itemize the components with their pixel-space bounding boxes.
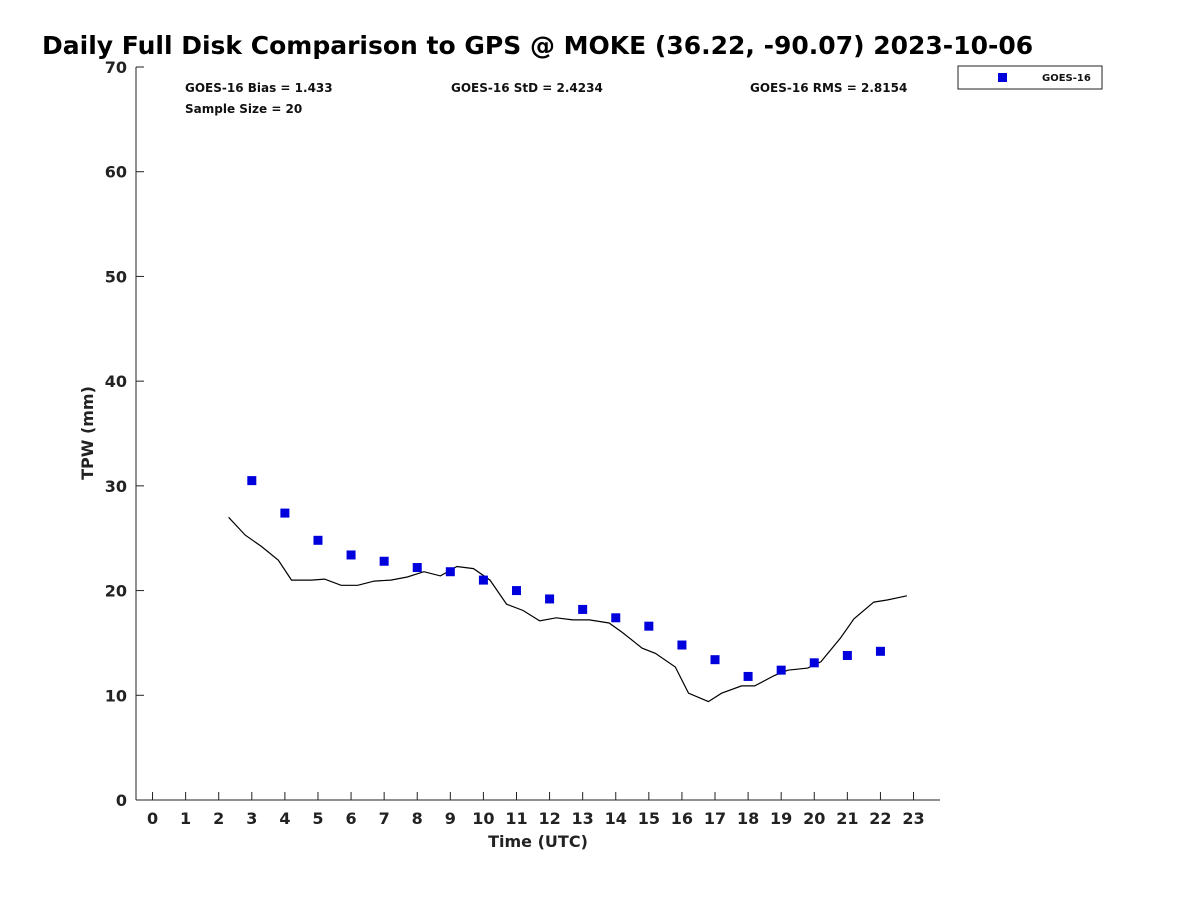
x-tick-label: 12 <box>538 809 560 828</box>
x-tick-label: 6 <box>345 809 356 828</box>
y-tick-label: 10 <box>105 686 127 705</box>
goes16-point <box>809 658 819 668</box>
x-tick-label: 13 <box>572 809 594 828</box>
y-tick-label: 70 <box>105 58 127 77</box>
goes16-point <box>578 604 588 614</box>
legend-box <box>957 65 1103 90</box>
goes16-point <box>677 640 687 650</box>
x-tick-label: 10 <box>472 809 494 828</box>
goes16-point <box>313 535 323 545</box>
y-tick-label: 60 <box>105 163 127 182</box>
goes16-point <box>875 646 885 656</box>
gps-tpw-line <box>228 516 908 703</box>
x-tick-label: 15 <box>638 809 660 828</box>
x-axis-label: Time (UTC) <box>488 832 588 851</box>
chart-title: Daily Full Disk Comparison to GPS @ MOKE… <box>42 31 1033 60</box>
goes16-point <box>611 613 621 623</box>
rms-stat: GOES-16 RMS = 2.8154 <box>750 81 907 95</box>
goes16-point <box>445 567 455 577</box>
legend-label-goes16: GOES-16 <box>1042 73 1091 84</box>
goes16-point <box>478 575 488 585</box>
x-tick-label: 5 <box>312 809 323 828</box>
x-tick-label: 3 <box>246 809 257 828</box>
x-tick-label: 20 <box>803 809 825 828</box>
x-tick-label: 1 <box>180 809 191 828</box>
x-tick-label: 16 <box>671 809 693 828</box>
goes16-point <box>842 650 852 660</box>
series-layer <box>228 476 908 703</box>
goes16-point <box>412 563 422 573</box>
x-tick-label: 7 <box>379 809 390 828</box>
goes16-point <box>346 550 356 560</box>
goes16-point <box>776 665 786 675</box>
goes16-point <box>644 621 654 631</box>
x-tick-label: 0 <box>147 809 158 828</box>
sample-size-stat: Sample Size = 20 <box>185 102 302 116</box>
legend-marker <box>998 73 1007 82</box>
goes16-point <box>247 476 257 486</box>
goes16-point <box>511 586 521 596</box>
goes16-point <box>379 556 389 566</box>
x-tick-label: 14 <box>605 809 627 828</box>
x-tick-label: 2 <box>213 809 224 828</box>
x-tick-label: 11 <box>505 809 527 828</box>
x-tick-label: 21 <box>836 809 858 828</box>
y-tick-label: 30 <box>105 477 127 496</box>
goes16-point <box>710 655 720 665</box>
y-tick-label: 50 <box>105 267 127 286</box>
x-tick-label: 23 <box>902 809 924 828</box>
y-tick-label: 40 <box>105 372 127 391</box>
x-tick-label: 17 <box>704 809 726 828</box>
std-stat: GOES-16 StD = 2.4234 <box>451 81 603 95</box>
x-axis-ticks: 0 1 2 3 4 5 6 7 8 9 10 11 12 13 14 15 16 17 18 19 20 21 22 23 <box>147 792 925 828</box>
y-tick-label: 0 <box>116 791 127 810</box>
goes16-point <box>280 508 290 518</box>
y-axis-ticks: 0 10 20 30 40 50 60 70 <box>105 58 144 810</box>
bias-stat: GOES-16 Bias = 1.433 <box>185 81 333 95</box>
x-tick-label: 4 <box>279 809 290 828</box>
x-tick-label: 8 <box>412 809 423 828</box>
goes16-point <box>545 594 555 604</box>
x-tick-label: 18 <box>737 809 759 828</box>
x-tick-label: 22 <box>869 809 891 828</box>
y-tick-label: 20 <box>105 582 127 601</box>
goes16-point <box>743 671 753 681</box>
y-axis-label: TPW (mm) <box>78 386 97 480</box>
x-tick-label: 9 <box>445 809 456 828</box>
x-tick-label: 19 <box>770 809 792 828</box>
legend: GOES-16 <box>957 65 1103 90</box>
